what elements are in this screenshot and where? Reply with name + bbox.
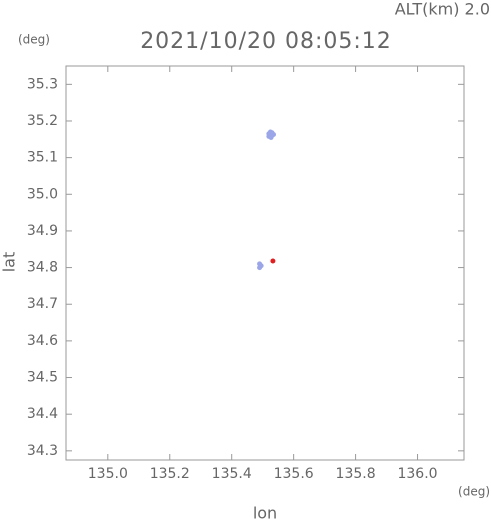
x-tick-label: 135.6 [274, 466, 314, 482]
y-tick-label: 35.3 [27, 76, 58, 92]
y-tick-label: 35.0 [27, 186, 58, 202]
plot-frame [65, 65, 465, 461]
y-tick-label: 34.4 [27, 406, 58, 422]
point [269, 130, 275, 136]
chart-title: 2021/10/20 08:05:12 [140, 29, 392, 54]
point [257, 265, 263, 271]
x-tick-label: 135.8 [336, 466, 376, 482]
x-tick-label: 135.0 [88, 466, 128, 482]
y-tick-label: 34.8 [27, 260, 58, 276]
point [270, 258, 276, 264]
y-tick-label: 35.1 [27, 150, 58, 166]
y-tick-label: 34.5 [27, 370, 58, 386]
x-tick-label: 135.2 [150, 466, 190, 482]
y-tick-label: 34.7 [27, 296, 58, 312]
x-axis-label: lon [253, 504, 277, 521]
y-tick-label: 34.9 [27, 223, 58, 239]
y-axis-label: lat [0, 252, 19, 273]
altitude-label: ALT(km) 2.0 [395, 0, 490, 19]
y-tick-label: 34.3 [27, 443, 58, 459]
x-tick-label: 135.4 [212, 466, 252, 482]
x-tick-label: 136.0 [397, 466, 437, 482]
y-tick-label: 35.2 [27, 113, 58, 129]
y-tick-label: 34.6 [27, 333, 58, 349]
x-unit: (deg) [458, 485, 490, 499]
point [268, 134, 274, 140]
y-unit: (deg) [18, 33, 50, 47]
